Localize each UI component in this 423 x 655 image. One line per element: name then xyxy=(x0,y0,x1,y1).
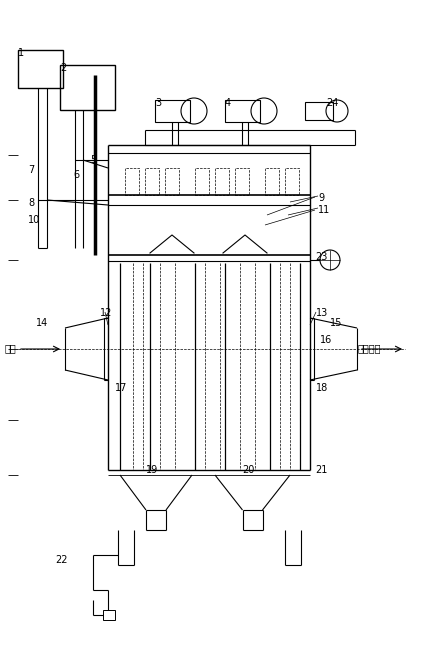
Bar xyxy=(195,168,209,195)
Bar xyxy=(103,610,115,620)
Text: 3: 3 xyxy=(155,98,161,108)
Text: 18: 18 xyxy=(316,383,328,393)
Bar xyxy=(155,100,190,122)
Text: 8: 8 xyxy=(28,198,34,208)
Text: 2: 2 xyxy=(60,63,66,73)
Text: 14: 14 xyxy=(36,318,48,328)
Bar xyxy=(285,168,299,195)
Bar xyxy=(60,65,115,110)
Text: 12: 12 xyxy=(100,308,113,318)
Bar xyxy=(235,168,249,195)
Bar xyxy=(125,168,139,195)
Polygon shape xyxy=(223,235,267,253)
Text: 9: 9 xyxy=(318,193,324,203)
Text: 6: 6 xyxy=(73,170,79,180)
Polygon shape xyxy=(150,235,194,253)
Text: 16: 16 xyxy=(320,335,332,345)
Text: 7: 7 xyxy=(28,165,34,175)
Text: 10: 10 xyxy=(28,215,40,225)
Text: 干净气体: 干净气体 xyxy=(358,343,382,353)
Text: 15: 15 xyxy=(330,318,342,328)
Text: 20: 20 xyxy=(242,465,255,475)
Text: 1: 1 xyxy=(18,48,24,58)
Text: 21: 21 xyxy=(315,465,327,475)
Bar xyxy=(215,168,229,195)
Text: 22: 22 xyxy=(55,555,68,565)
Text: 13: 13 xyxy=(316,308,328,318)
Bar xyxy=(165,168,179,195)
Text: 5: 5 xyxy=(90,155,96,165)
Bar xyxy=(305,102,333,120)
Bar xyxy=(18,50,63,88)
Text: 11: 11 xyxy=(318,205,330,215)
Text: 4: 4 xyxy=(225,98,231,108)
Text: 19: 19 xyxy=(146,465,158,475)
Bar xyxy=(265,168,279,195)
Text: 23: 23 xyxy=(315,252,327,262)
Bar xyxy=(225,100,260,122)
Text: 17: 17 xyxy=(115,383,127,393)
Text: 烟气: 烟气 xyxy=(5,343,17,353)
Text: 24: 24 xyxy=(326,98,338,108)
Bar xyxy=(145,168,159,195)
